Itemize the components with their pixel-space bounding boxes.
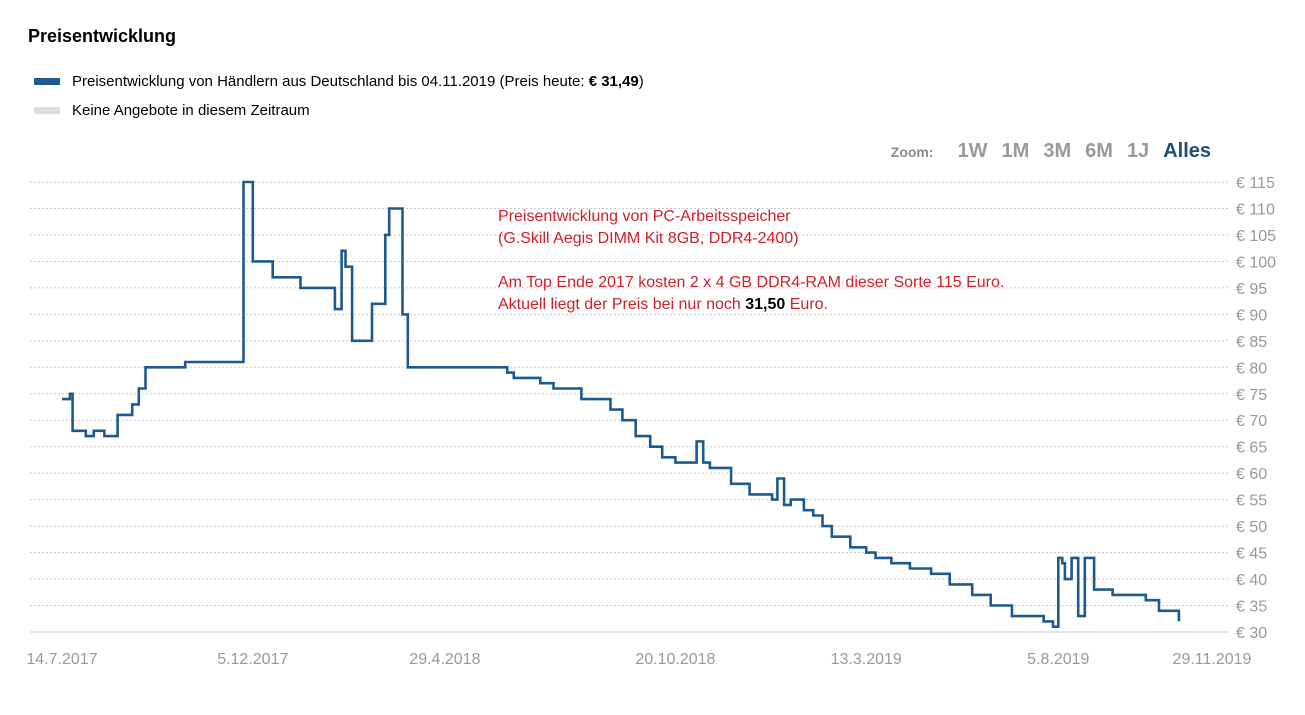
y-tick-label: € 50 [1236,519,1267,536]
legend-swatch-price [34,78,60,85]
grid-lines [30,181,1228,633]
x-axis-labels: 14.7.2017 5.12.2017 29.4.2018 20.10.2018 13.… [26,651,1251,668]
annotation-line-4-text: Aktuell liegt der Preis bei nur noch [498,296,746,313]
legend-label-price: Preisentwicklung von Händlern aus Deutsc… [72,73,644,90]
zoom-controls: Zoom: 1W 1M 3M 6M 1J Alles [891,140,1211,163]
y-tick-label: € 85 [1236,334,1267,351]
y-tick-label: € 95 [1236,281,1267,298]
annotation-current-price: 31,50 [745,296,786,313]
zoom-button-6m[interactable]: 6M [1085,140,1113,162]
y-tick-label: € 60 [1236,466,1267,483]
y-axis-labels: € 30 € 35 € 40 € 45 € 50 € 55 € 60 € 65 € 70 € 75… [1236,175,1276,642]
series-line [62,180,1181,628]
legend-item-price[interactable]: Preisentwicklung von Händlern aus Deutsc… [34,73,644,90]
legend-current-price: € 31,49 [588,73,639,90]
y-tick-label: € 115 [1236,175,1275,192]
x-tick-label: 20.10.2018 [635,651,715,668]
x-tick-label: 13.3.2019 [831,651,902,668]
annotation-line-4: Aktuell liegt der Preis bei nur noch 31,… [498,294,1004,316]
x-tick-label: 5.12.2017 [217,651,288,668]
annotation-line-4-suffix: Euro. [785,296,828,313]
zoom-button-1j[interactable]: 1J [1126,140,1150,162]
y-tick-label: € 80 [1236,360,1267,377]
annotation-line-3: Am Top Ende 2017 kosten 2 x 4 GB DDR4-RA… [498,274,1005,291]
annotation-line-1: Preisentwicklung von PC-Arbeitsspeicher [498,208,791,225]
zoom-label: Zoom: [890,144,934,160]
annotation-line-2: (G.Skill Aegis DIMM Kit 8GB, DDR4-2400) [498,230,799,247]
y-tick-label: € 75 [1236,387,1267,404]
legend-swatch-no-offers [34,107,60,114]
zoom-button-alles[interactable]: Alles [1163,140,1211,162]
chart-title: Preisentwicklung [28,26,177,46]
x-tick-label: 29.11.2019 [1173,651,1252,668]
y-tick-label: € 70 [1236,413,1267,430]
x-tick-label: 14.7.2017 [26,651,97,668]
zoom-button-1m[interactable]: 1M [1001,140,1030,162]
y-tick-label: € 65 [1236,440,1267,457]
y-tick-label: € 110 [1236,201,1275,218]
y-tick-label: € 35 [1236,599,1267,616]
x-tick-label: 5.8.2019 [1027,651,1089,668]
legend-label-suffix: ) [638,73,644,90]
zoom-button-3m[interactable]: 3M [1043,140,1072,162]
zoom-button-1w[interactable]: 1W [957,140,988,162]
legend-label-text: Preisentwicklung von Händlern aus Deutsc… [72,73,589,90]
y-tick-label: € 55 [1236,493,1267,510]
series-group [62,180,1181,628]
x-tick-label: 29.4.2018 [409,651,480,668]
y-tick-label: € 90 [1236,307,1267,324]
y-tick-label: € 40 [1236,572,1267,589]
y-tick-label: € 45 [1236,546,1267,563]
y-tick-label: € 30 [1236,625,1267,642]
chart-annotation: Preisentwicklung von PC-Arbeitsspeicher … [498,206,1004,316]
legend-item-no-offers[interactable]: Keine Angebote in diesem Zeitraum [34,102,310,119]
y-tick-label: € 100 [1236,254,1276,271]
y-tick-label: € 105 [1236,228,1276,245]
legend-label-no-offers: Keine Angebote in diesem Zeitraum [72,102,310,119]
